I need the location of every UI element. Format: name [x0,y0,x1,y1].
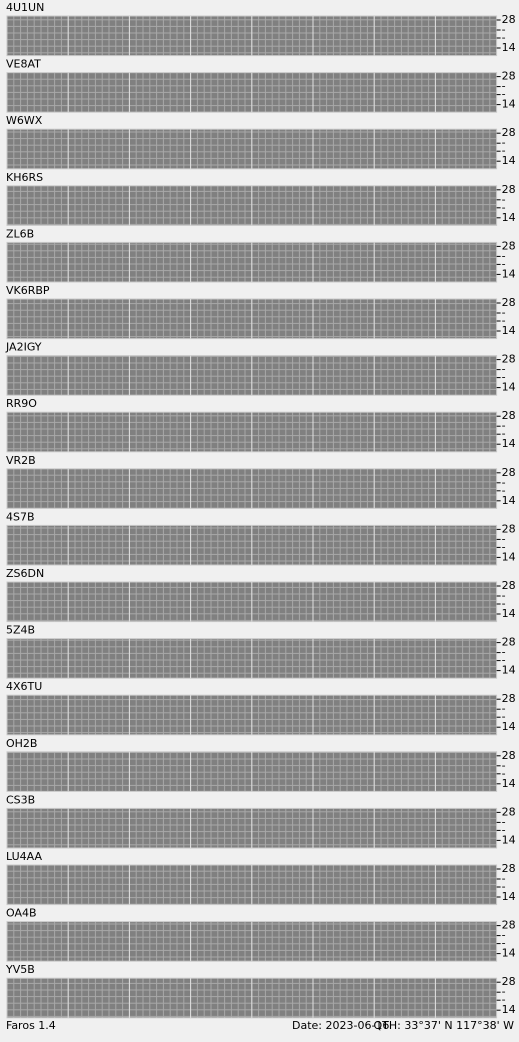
scale-label: - [502,88,506,101]
scale-label: 14 [502,437,516,450]
scale-label: 14 [502,381,516,394]
scale-label: - [502,427,506,440]
scale-label: - [502,759,506,772]
beacon-label: CS3B [6,793,35,806]
scale-label: - [502,419,506,432]
scale-label: 28 [502,579,516,592]
scale-label: 14 [502,947,516,960]
scale-label: - [502,80,506,93]
beacon-label: YV5B [5,963,35,976]
beacon-label: 4X6TU [6,680,42,693]
scale-label: 28 [502,353,516,366]
scale-label: 14 [502,890,516,903]
scale-label: - [502,371,506,384]
beacon-label: VE8AT [6,58,41,71]
beacon-label: OA4B [6,907,37,920]
qth: QTH: 33°37' N 117°38' W [374,1019,515,1032]
scale-label: 28 [502,805,516,818]
scale-label: - [502,929,506,942]
scale-label: 14 [502,833,516,846]
scale-label: 28 [502,13,516,26]
scale-label: - [502,540,506,553]
scale-label: 28 [502,466,516,479]
scale-label: - [502,654,506,667]
scale-label: 14 [502,1003,516,1016]
scale-label: - [502,767,506,780]
app-version: Faros 1.4 [6,1019,56,1032]
beacon-label: LU4AA [6,850,42,863]
scale-label: - [502,144,506,157]
scale-label: - [502,31,506,44]
beacon-label: ZL6B [6,227,34,240]
scale-label: - [502,589,506,602]
scale-label: - [502,937,506,950]
scale-label: 14 [502,324,516,337]
beacon-label: 5Z4B [6,624,35,637]
scale-label: - [502,815,506,828]
scale-label: - [502,23,506,36]
scale-label: 14 [502,154,516,167]
beacon-label: VR2B [6,454,36,467]
scale-label: 14 [502,41,516,54]
scale-label: 28 [502,919,516,932]
scale-label: - [502,823,506,836]
scale-label: - [502,249,506,262]
beacon-label: KH6RS [6,171,43,184]
scale-label: - [502,476,506,489]
beacon-label: VK6RBP [6,284,50,297]
scale-label: - [502,993,506,1006]
scale-label: - [502,257,506,270]
beacon-label: OH2B [6,737,37,750]
scale-label: 28 [502,239,516,252]
scale-label: 28 [502,636,516,649]
scale-label: 14 [502,98,516,111]
scale-label: - [502,710,506,723]
beacon-label: 4U1UN [6,1,44,14]
beacon-label: W6WX [6,114,43,127]
beacon-label: 4S7B [6,510,35,523]
scale-label: 28 [502,749,516,762]
scale-label: - [502,193,506,206]
scale-label: - [502,985,506,998]
scale-label: - [502,532,506,545]
scale-label: - [502,306,506,319]
scale-label: 28 [502,409,516,422]
scale-label: 28 [502,296,516,309]
scale-label: - [502,646,506,659]
scale-label: 14 [502,777,516,790]
beacon-label: RR9O [6,397,37,410]
scale-label: - [502,484,506,497]
scale-label: - [502,597,506,610]
scale-label: - [502,880,506,893]
scale-label: 28 [502,70,516,83]
scale-label: 14 [502,211,516,224]
scale-label: 14 [502,494,516,507]
scale-label: 28 [502,692,516,705]
scale-label: 14 [502,720,516,733]
scale-label: 14 [502,267,516,280]
scale-label: 28 [502,126,516,139]
scale-label: - [502,872,506,885]
scale-label: - [502,702,506,715]
scale-label: 28 [502,975,516,988]
scale-label: 14 [502,607,516,620]
scale-label: - [502,314,506,327]
beacon-label: ZS6DN [6,567,44,580]
scale-label: - [502,201,506,214]
date: Date: 2023-06-16 [292,1019,389,1032]
beacon-label: JA2IGY [5,341,42,354]
scale-label: 28 [502,862,516,875]
scale-label: - [502,363,506,376]
scale-label: 28 [502,183,516,196]
scale-label: 14 [502,664,516,677]
scale-label: - [502,136,506,149]
scale-label: 14 [502,550,516,563]
scale-label: 28 [502,522,516,535]
